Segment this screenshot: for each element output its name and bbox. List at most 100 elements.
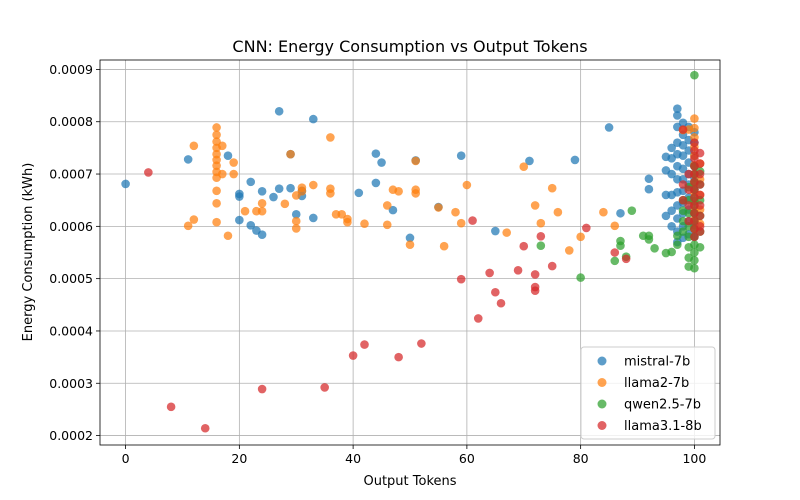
legend-marker xyxy=(597,378,607,387)
data-point xyxy=(553,207,563,217)
data-point xyxy=(690,232,699,242)
data-point xyxy=(337,210,347,219)
data-point xyxy=(695,180,705,189)
y-tick-label: 0.0007 xyxy=(49,167,93,182)
data-point xyxy=(678,151,688,161)
data-point xyxy=(223,231,233,241)
data-point xyxy=(513,265,523,275)
data-point xyxy=(616,208,625,218)
data-point xyxy=(690,185,699,195)
data-point xyxy=(690,138,699,147)
data-point xyxy=(291,216,301,226)
data-point xyxy=(166,402,176,412)
data-point xyxy=(183,155,193,164)
data-point xyxy=(678,140,688,150)
x-tick-label: 0 xyxy=(122,451,130,466)
data-point xyxy=(496,298,506,308)
data-point xyxy=(456,151,466,161)
data-point xyxy=(485,268,494,278)
legend-marker xyxy=(597,356,607,366)
data-point xyxy=(189,215,199,224)
data-point xyxy=(695,159,705,168)
data-point xyxy=(291,224,301,233)
data-point xyxy=(530,201,540,210)
x-tick-label: 40 xyxy=(345,451,361,466)
data-point xyxy=(394,186,403,196)
data-point xyxy=(644,235,654,244)
y-tick-label: 0.0005 xyxy=(49,271,93,286)
data-point xyxy=(536,231,546,241)
data-point xyxy=(348,351,358,360)
data-point xyxy=(621,254,631,264)
legend-box xyxy=(580,346,716,440)
data-point xyxy=(309,213,318,223)
series-llama3.1-8b xyxy=(144,125,705,433)
y-tick-label: 0.0008 xyxy=(49,114,93,129)
data-point xyxy=(309,180,318,190)
data-point xyxy=(269,192,278,202)
data-point xyxy=(360,340,369,349)
y-tick-label: 0.0009 xyxy=(49,62,93,77)
data-point xyxy=(690,114,699,123)
data-point xyxy=(274,184,284,193)
data-point xyxy=(456,274,466,284)
data-point xyxy=(525,156,534,166)
data-point xyxy=(610,221,620,231)
data-point xyxy=(667,247,676,257)
data-point xyxy=(678,227,688,236)
data-point xyxy=(212,123,221,132)
data-point xyxy=(217,169,227,179)
data-point xyxy=(678,164,688,174)
y-tick-label: 0.0003 xyxy=(49,376,93,391)
data-point xyxy=(257,384,267,394)
data-point xyxy=(246,177,256,187)
data-point xyxy=(547,183,557,193)
data-point xyxy=(690,248,699,257)
y-tick-label: 0.0004 xyxy=(49,323,93,338)
data-point xyxy=(388,205,398,215)
data-point xyxy=(280,199,290,209)
data-point xyxy=(564,246,574,255)
data-point xyxy=(274,106,284,116)
data-point xyxy=(667,143,676,153)
data-point xyxy=(382,201,392,210)
data-point xyxy=(286,149,295,159)
data-point xyxy=(212,130,221,140)
data-point xyxy=(377,158,386,167)
data-points xyxy=(121,70,705,433)
legend: mistral-7b llama2-7b qwen2.5-7b llama3.1-8b xyxy=(580,346,716,440)
data-point xyxy=(695,242,705,252)
data-point xyxy=(212,186,221,196)
data-point xyxy=(246,220,256,230)
data-point xyxy=(530,270,540,279)
data-point xyxy=(530,286,540,295)
data-point xyxy=(536,241,546,250)
data-point xyxy=(468,216,477,225)
data-point xyxy=(519,162,529,172)
y-tick-label: 0.0006 xyxy=(49,219,93,234)
data-point xyxy=(217,141,227,151)
data-point xyxy=(678,125,688,134)
data-point xyxy=(212,217,221,227)
legend-label: qwen2.5-7b xyxy=(624,398,701,413)
data-point xyxy=(661,211,671,221)
data-point xyxy=(491,287,500,297)
data-point xyxy=(320,383,329,392)
data-point xyxy=(690,256,699,265)
data-point xyxy=(257,199,267,208)
data-point xyxy=(547,261,557,271)
data-point xyxy=(223,151,233,161)
data-point xyxy=(690,263,699,273)
data-point xyxy=(371,178,381,188)
data-point xyxy=(326,189,335,198)
data-point xyxy=(673,111,682,120)
data-point xyxy=(291,210,301,219)
data-point xyxy=(678,180,688,189)
data-point xyxy=(610,256,620,266)
data-point xyxy=(576,273,585,282)
data-point xyxy=(473,314,483,323)
x-tick-label: 20 xyxy=(231,451,247,466)
data-point xyxy=(212,199,221,208)
data-point xyxy=(121,179,130,189)
data-point xyxy=(667,169,676,179)
